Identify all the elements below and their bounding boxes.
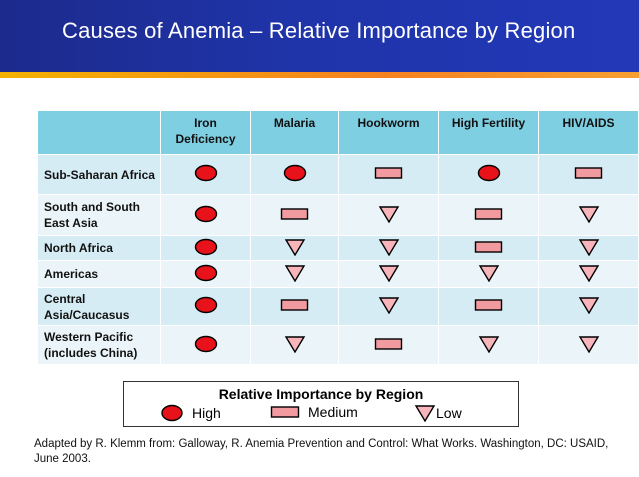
high-circle-icon	[160, 404, 184, 425]
high-circle-icon	[283, 164, 307, 185]
low-triangle-icon	[284, 335, 306, 356]
medium-rectangle-icon	[374, 337, 404, 354]
importance-cell	[160, 235, 251, 261]
low-triangle-icon	[414, 404, 436, 425]
importance-cell	[538, 235, 639, 261]
importance-cell	[250, 154, 339, 195]
low-triangle-icon	[578, 238, 600, 259]
column-header: High Fertility	[438, 110, 539, 155]
low-triangle-icon	[284, 264, 306, 285]
low-triangle-icon	[478, 335, 500, 356]
low-triangle-icon	[578, 205, 600, 226]
legend-label-medium: Medium	[308, 404, 358, 420]
importance-cell	[338, 194, 439, 236]
importance-cell	[250, 235, 339, 261]
region-label: South and South East Asia	[37, 194, 161, 236]
high-circle-icon	[194, 164, 218, 185]
medium-rectangle-icon	[270, 405, 300, 422]
legend-title: Relative Importance by Region	[218, 386, 424, 402]
low-triangle-icon	[578, 264, 600, 285]
high-circle-icon	[194, 264, 218, 285]
importance-cell	[250, 287, 339, 326]
table-row: Sub-Saharan Africa	[37, 154, 639, 195]
low-triangle-icon	[378, 264, 400, 285]
legend-label-high: High	[192, 405, 221, 422]
high-circle-icon	[194, 238, 218, 259]
importance-cell	[438, 235, 539, 261]
importance-cell	[338, 325, 439, 365]
column-header: Hookworm	[338, 110, 439, 155]
table-row: Western Pacific (includes China)	[37, 325, 639, 365]
low-triangle-icon	[378, 296, 400, 317]
anemia-causes-table: Iron Deficiency Malaria Hookworm High Fe…	[37, 110, 639, 365]
table-row: Americas	[37, 260, 639, 288]
region-label: Western Pacific (includes China)	[37, 325, 161, 365]
medium-rectangle-icon	[280, 298, 310, 315]
region-label: Americas	[37, 260, 161, 288]
column-header: HIV/AIDS	[538, 110, 639, 155]
source-footnote: Adapted by R. Klemm from: Galloway, R. A…	[34, 438, 609, 465]
legend: Relative Importance by Region High Mediu…	[123, 381, 519, 427]
importance-cell	[160, 154, 251, 195]
region-label: Sub-Saharan Africa	[37, 154, 161, 195]
importance-cell	[160, 287, 251, 326]
header-corner	[37, 110, 161, 155]
importance-cell	[538, 260, 639, 288]
low-triangle-icon	[378, 205, 400, 226]
high-circle-icon	[194, 335, 218, 356]
high-circle-icon	[194, 296, 218, 317]
table-row: South and South East Asia	[37, 194, 639, 236]
importance-cell	[160, 260, 251, 288]
column-header: Iron Deficiency	[160, 110, 251, 155]
low-triangle-icon	[578, 296, 600, 317]
legend-item-medium: Medium	[270, 404, 358, 422]
low-triangle-icon	[478, 264, 500, 285]
region-label: North Africa	[37, 235, 161, 261]
importance-cell	[160, 194, 251, 236]
medium-rectangle-icon	[280, 207, 310, 224]
title-bar	[0, 0, 639, 75]
importance-cell	[538, 287, 639, 326]
importance-cell	[250, 260, 339, 288]
table-row: North Africa	[37, 235, 639, 261]
region-label: Central Asia/Caucasus	[37, 287, 161, 326]
header-row: Iron Deficiency Malaria Hookworm High Fe…	[37, 110, 639, 155]
low-triangle-icon	[378, 238, 400, 259]
high-circle-icon	[477, 164, 501, 185]
high-circle-icon	[194, 205, 218, 226]
importance-cell	[250, 325, 339, 365]
importance-cell	[438, 194, 539, 236]
column-header: Malaria	[250, 110, 339, 155]
importance-cell	[438, 325, 539, 365]
legend-item-low: Low	[414, 404, 462, 425]
medium-rectangle-icon	[474, 207, 504, 224]
legend-item-high: High	[160, 404, 221, 425]
importance-cell	[438, 154, 539, 195]
importance-cell	[338, 235, 439, 261]
importance-cell	[538, 194, 639, 236]
table-row: Central Asia/Caucasus	[37, 287, 639, 326]
low-triangle-icon	[578, 335, 600, 356]
importance-cell	[338, 260, 439, 288]
medium-rectangle-icon	[574, 166, 604, 183]
medium-rectangle-icon	[474, 240, 504, 257]
importance-cell	[538, 325, 639, 365]
title-accent-stripe	[0, 72, 639, 78]
importance-cell	[338, 154, 439, 195]
slide-title: Causes of Anemia – Relative Importance b…	[62, 18, 576, 43]
importance-cell	[438, 260, 539, 288]
importance-cell	[338, 287, 439, 326]
importance-cell	[538, 154, 639, 195]
importance-cell	[438, 287, 539, 326]
medium-rectangle-icon	[374, 166, 404, 183]
low-triangle-icon	[284, 238, 306, 259]
medium-rectangle-icon	[474, 298, 504, 315]
importance-cell	[160, 325, 251, 365]
legend-label-low: Low	[436, 405, 462, 422]
importance-cell	[250, 194, 339, 236]
